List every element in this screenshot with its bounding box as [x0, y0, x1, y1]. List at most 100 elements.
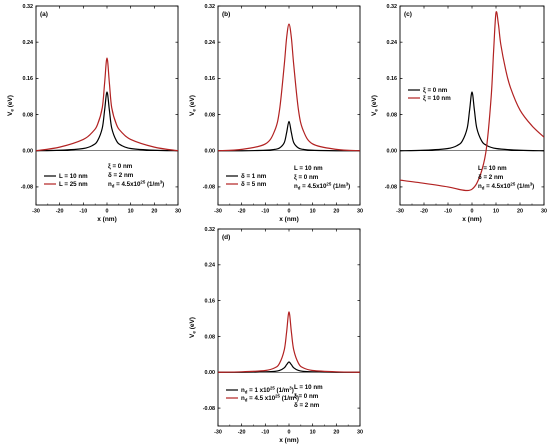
x-tick-label: 10 — [493, 209, 499, 215]
parameter-text-3: nd = 4.5x1025 (1/m3) — [294, 181, 350, 190]
y-tick-label: 0.32 — [387, 4, 398, 10]
x-tick-label: -20 — [238, 430, 246, 436]
series-line-2 — [218, 311, 360, 373]
x-tick-label: 10 — [310, 430, 316, 436]
y-tick-label: 0.16 — [205, 76, 216, 82]
y-tick-label: 0.16 — [387, 76, 398, 82]
series-line-2 — [400, 11, 544, 192]
x-tick-label: 0 — [288, 430, 291, 436]
x-tick-label: -10 — [79, 209, 87, 215]
parameter-text-1: ξ = 0 nm — [108, 163, 133, 170]
parameter-text-3: δ = 2 nm — [294, 402, 320, 409]
y-tick-label: 0.00 — [23, 149, 34, 155]
panel-label: (b) — [222, 11, 230, 18]
panel-label: (c) — [404, 11, 412, 18]
parameter-text-3: nd = 4.5x1025 (1/m3) — [478, 181, 534, 190]
series-line-1 — [218, 120, 360, 152]
x-axis-label: x (nm) — [279, 437, 299, 444]
parameter-text-3: nd = 4.5x1025 (1/m3) — [108, 179, 164, 188]
y-tick-label: 0.32 — [205, 4, 216, 10]
x-tick-label: 20 — [517, 209, 523, 215]
y-tick-label: 0.16 — [23, 76, 34, 82]
y-tick-label: -0.08 — [203, 406, 215, 412]
parameter-text-2: ξ = 0 nm — [294, 393, 319, 400]
x-tick-label: 0 — [106, 209, 109, 215]
y-tick-label: 0.24 — [387, 40, 398, 46]
y-tick-label: -0.08 — [385, 185, 397, 191]
x-tick-label: -30 — [32, 209, 40, 215]
y-tick-label: 0.24 — [205, 40, 216, 46]
y-tick-label: -0.08 — [203, 185, 215, 191]
y-tick-label: 0.08 — [205, 112, 216, 118]
y-tick-label: 0.00 — [205, 149, 216, 155]
x-tick-label: 20 — [333, 430, 339, 436]
x-tick-label: -10 — [261, 209, 269, 215]
y-tick-label: 0.24 — [23, 40, 34, 46]
panel-label: (d) — [222, 234, 230, 241]
series-line-2 — [36, 57, 178, 152]
legend-label-2: δ = 5 nm — [241, 181, 267, 188]
y-tick-label: 0.08 — [205, 334, 216, 340]
y-tick-label: 0.00 — [387, 149, 398, 155]
x-tick-label: -20 — [420, 209, 428, 215]
x-tick-label: 30 — [175, 209, 181, 215]
x-axis-label: x (nm) — [462, 216, 482, 223]
legend-label-2: L = 25 nm — [59, 181, 88, 188]
legend-label-1: δ = 1 nm — [241, 173, 267, 180]
plot-frame — [217, 5, 361, 206]
y-tick-label: -0.08 — [21, 185, 33, 191]
x-tick-label: 10 — [310, 209, 316, 215]
x-tick-label: -20 — [238, 209, 246, 215]
parameter-text-2: δ = 2 nm — [108, 172, 134, 179]
series-line-1 — [400, 91, 544, 152]
panel-label: (a) — [40, 11, 48, 18]
legend-label-1: ξ = 0 nm — [423, 87, 448, 94]
y-tick-label: 0.32 — [205, 227, 216, 233]
x-tick-label: -30 — [214, 430, 222, 436]
legend-label-2: ξ = 10 nm — [423, 95, 451, 102]
parameter-text-2: ξ = 0 nm — [294, 174, 319, 181]
y-tick-label: 0.08 — [23, 112, 34, 118]
x-tick-label: 20 — [151, 209, 157, 215]
series-line-2 — [218, 23, 360, 152]
series-line-1 — [36, 91, 178, 152]
parameter-text-1: L = 10 nm — [294, 165, 323, 172]
y-axis-label: Ve (eV) — [7, 95, 15, 116]
x-tick-label: -20 — [56, 209, 64, 215]
x-tick-label: 30 — [541, 209, 547, 215]
x-tick-label: -30 — [214, 209, 222, 215]
x-tick-label: -10 — [444, 209, 452, 215]
plot-frame — [35, 5, 179, 206]
chart-panel-4: -0.08 0.00 0.08 0.16 0.24 0.32 -30 -20 -10 0 10 20 3… — [189, 227, 363, 444]
x-tick-label: 30 — [357, 209, 363, 215]
legend-label-1: L = 10 nm — [59, 173, 88, 180]
y-tick-label: 0.24 — [205, 263, 216, 269]
x-tick-label: 0 — [471, 209, 474, 215]
y-tick-label: 0.08 — [387, 112, 398, 118]
x-tick-label: 0 — [288, 209, 291, 215]
x-tick-label: 30 — [357, 430, 363, 436]
legend-label-2: nd = 4.5 x1025 (1/m3) — [241, 393, 299, 402]
parameter-text-1: L = 10 nm — [478, 165, 507, 172]
x-axis-label: x (nm) — [279, 216, 299, 223]
x-tick-label: -10 — [261, 430, 269, 436]
y-axis-label: Ve (eV) — [371, 95, 379, 116]
legend-label-1: nd = 1 x1025 (1/m3) — [241, 385, 294, 394]
chart-panel-1: -0.08 0.00 0.08 0.16 0.24 0.32 -30 -20 -10 0 10 20 3… — [7, 4, 181, 223]
x-tick-label: 20 — [333, 209, 339, 215]
parameter-text-2: δ = 2 nm — [478, 174, 504, 181]
y-tick-label: 0.00 — [205, 370, 216, 376]
y-axis-label: Ve (eV) — [189, 317, 197, 338]
x-tick-label: 10 — [128, 209, 134, 215]
chart-panel-2: -0.08 0.00 0.08 0.16 0.24 0.32 -30 -20 -10 0 10 20 3… — [189, 4, 363, 223]
y-axis-label: Ve (eV) — [189, 95, 197, 116]
y-tick-label: 0.16 — [205, 298, 216, 304]
x-axis-label: x (nm) — [97, 216, 117, 223]
x-tick-label: -30 — [396, 209, 404, 215]
series-line-1 — [218, 361, 360, 373]
y-tick-label: 0.32 — [23, 4, 34, 10]
plot-frame — [399, 5, 545, 206]
parameter-text-1: L = 10 nm — [294, 384, 323, 391]
chart-panel-3: -0.08 0.00 0.08 0.16 0.24 0.32 -30 -20 -10 0 10 20 3… — [371, 4, 547, 223]
